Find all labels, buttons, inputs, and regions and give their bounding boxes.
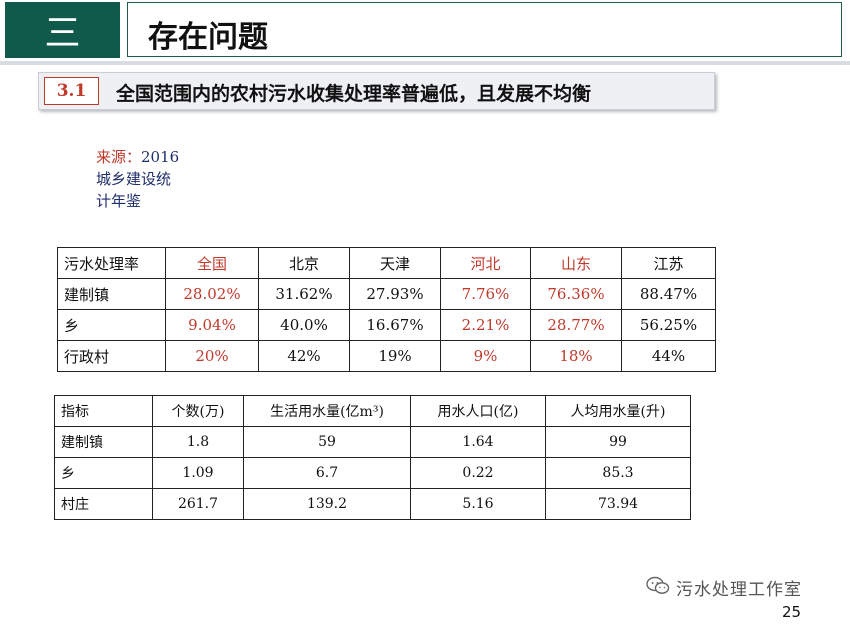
table-header-cell: 江苏 [621, 247, 716, 279]
source-year: 2016 [141, 148, 180, 166]
table-row: 乡 9.04% 40.0% 16.67% 2.21% 28.77% 56.25% [57, 309, 716, 341]
table-header-row: 污水处理率 全国 北京 天津 河北 山东 江苏 [57, 247, 716, 279]
table-cell: 44% [621, 340, 716, 372]
table-cell: 261.7 [152, 488, 244, 520]
table-cell: 18% [530, 340, 622, 372]
table-header-cell: 山东 [530, 247, 622, 279]
table-header-cell: 个数(万) [152, 395, 244, 427]
table-cell: 建制镇 [57, 278, 166, 310]
table-cell: 42% [258, 340, 350, 372]
water-usage-table: 指标 个数(万) 生活用水量(亿m³) 用水人口(亿) 人均用水量(升) 建制镇… [54, 395, 691, 520]
table-row: 村庄 261.7 139.2 5.16 73.94 [54, 488, 691, 520]
table-cell: 76.36% [530, 278, 622, 310]
table-cell: 99 [545, 426, 691, 458]
title-box: 存在问题 [127, 2, 842, 57]
table-cell: 27.93% [349, 278, 441, 310]
table-cell: 59 [243, 426, 411, 458]
table-header-cell: 北京 [258, 247, 350, 279]
subheading-text: 全国范围内的农村污水收集处理率普遍低，且发展不均衡 [116, 83, 592, 105]
table-cell: 建制镇 [54, 426, 153, 458]
table-row: 乡 1.09 6.7 0.22 85.3 [54, 457, 691, 489]
table-cell: 40.0% [258, 309, 350, 341]
table-header-row: 指标 个数(万) 生活用水量(亿m³) 用水人口(亿) 人均用水量(升) [54, 395, 691, 427]
table-cell: 1.8 [152, 426, 244, 458]
header-divider [0, 61, 850, 65]
table-cell: 20% [165, 340, 259, 372]
table-cell: 28.77% [530, 309, 622, 341]
table-cell: 行政村 [57, 340, 166, 372]
table-cell: 5.16 [410, 488, 546, 520]
source-line2: 城乡建设统 [96, 170, 172, 188]
page-number: 25 [782, 603, 802, 621]
table-cell: 88.47% [621, 278, 716, 310]
table-cell: 1.09 [152, 457, 244, 489]
subheading-number: 3.1 [44, 77, 99, 105]
table-header-cell: 天津 [349, 247, 441, 279]
table-cell: 9% [440, 340, 531, 372]
header-bar: 三 存在问题 [0, 0, 850, 62]
table-cell: 2.21% [440, 309, 531, 341]
table-row: 行政村 20% 42% 19% 9% 18% 44% [57, 340, 716, 372]
table-cell: 乡 [54, 457, 153, 489]
source-note: 来源：2016 城乡建设统 计年鉴 [96, 146, 179, 212]
wechat-icon [646, 576, 670, 600]
section-number: 三 [5, 2, 120, 58]
subheading-bar: 3.1 全国范围内的农村污水收集处理率普遍低，且发展不均衡 [38, 72, 715, 110]
table-row: 建制镇 1.8 59 1.64 99 [54, 426, 691, 458]
table-header-cell: 河北 [440, 247, 531, 279]
table-cell: 19% [349, 340, 441, 372]
table-cell: 85.3 [545, 457, 691, 489]
table-cell: 56.25% [621, 309, 716, 341]
table-cell: 73.94 [545, 488, 691, 520]
table-cell: 0.22 [410, 457, 546, 489]
watermark-text: 污水处理工作室 [676, 580, 802, 600]
table-cell: 村庄 [54, 488, 153, 520]
table-header-cell: 用水人口(亿) [410, 395, 546, 427]
table-cell: 乡 [57, 309, 166, 341]
page-title: 存在问题 [148, 20, 268, 55]
table-cell: 16.67% [349, 309, 441, 341]
table-row: 建制镇 28.02% 31.62% 27.93% 7.76% 76.36% 88… [57, 278, 716, 310]
watermark: 污水处理工作室 [646, 575, 802, 600]
table-cell: 1.64 [410, 426, 546, 458]
table-cell: 7.76% [440, 278, 531, 310]
table-cell: 139.2 [243, 488, 411, 520]
table-header-cell: 指标 [54, 395, 153, 427]
table-cell: 9.04% [165, 309, 259, 341]
table-cell: 6.7 [243, 457, 411, 489]
table-cell: 28.02% [165, 278, 259, 310]
table-header-cell: 人均用水量(升) [545, 395, 691, 427]
table-header-cell: 污水处理率 [57, 247, 166, 279]
table-cell: 31.62% [258, 278, 350, 310]
table-header-cell: 生活用水量(亿m³) [243, 395, 411, 427]
source-label: 来源： [96, 148, 142, 166]
treatment-rate-table: 污水处理率 全国 北京 天津 河北 山东 江苏 建制镇 28.02% 31.62… [57, 247, 716, 372]
table-header-cell: 全国 [165, 247, 259, 279]
source-line3: 计年鉴 [96, 192, 142, 210]
